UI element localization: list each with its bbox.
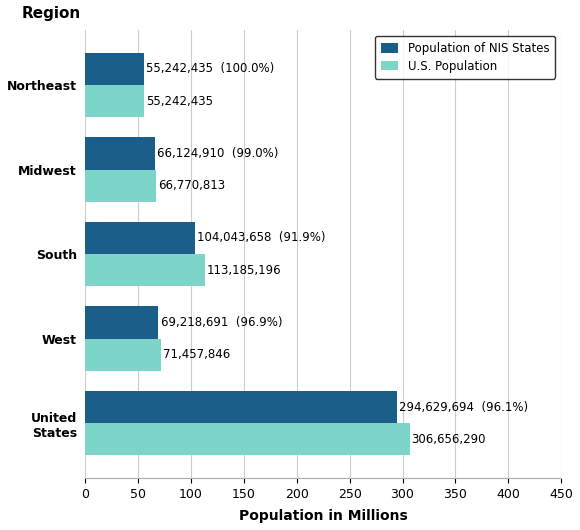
- Text: 66,124,910  (99.0%): 66,124,910 (99.0%): [157, 147, 278, 160]
- Text: 69,218,691  (96.9%): 69,218,691 (96.9%): [161, 316, 282, 329]
- Bar: [85, 137, 155, 170]
- Bar: [85, 391, 397, 423]
- Text: 113,185,196: 113,185,196: [207, 263, 282, 277]
- Text: 294,629,694  (96.1%): 294,629,694 (96.1%): [399, 401, 528, 413]
- Text: 55,242,435: 55,242,435: [146, 94, 213, 108]
- Text: 306,656,290: 306,656,290: [412, 432, 486, 446]
- Text: 71,457,846: 71,457,846: [163, 348, 230, 361]
- Bar: [85, 423, 409, 455]
- Text: 66,770,813: 66,770,813: [158, 179, 225, 192]
- Legend: Population of NIS States, U.S. Population: Population of NIS States, U.S. Populatio…: [375, 36, 555, 78]
- Bar: [85, 306, 158, 339]
- Bar: [85, 339, 161, 370]
- Bar: [85, 53, 144, 85]
- Bar: [85, 85, 144, 117]
- Bar: [85, 170, 156, 201]
- Bar: [85, 254, 205, 286]
- X-axis label: Population in Millions: Population in Millions: [239, 509, 408, 523]
- Bar: [85, 222, 195, 254]
- Text: Region: Region: [21, 6, 81, 21]
- Text: 55,242,435  (100.0%): 55,242,435 (100.0%): [146, 63, 274, 75]
- Text: 104,043,658  (91.9%): 104,043,658 (91.9%): [197, 232, 326, 244]
